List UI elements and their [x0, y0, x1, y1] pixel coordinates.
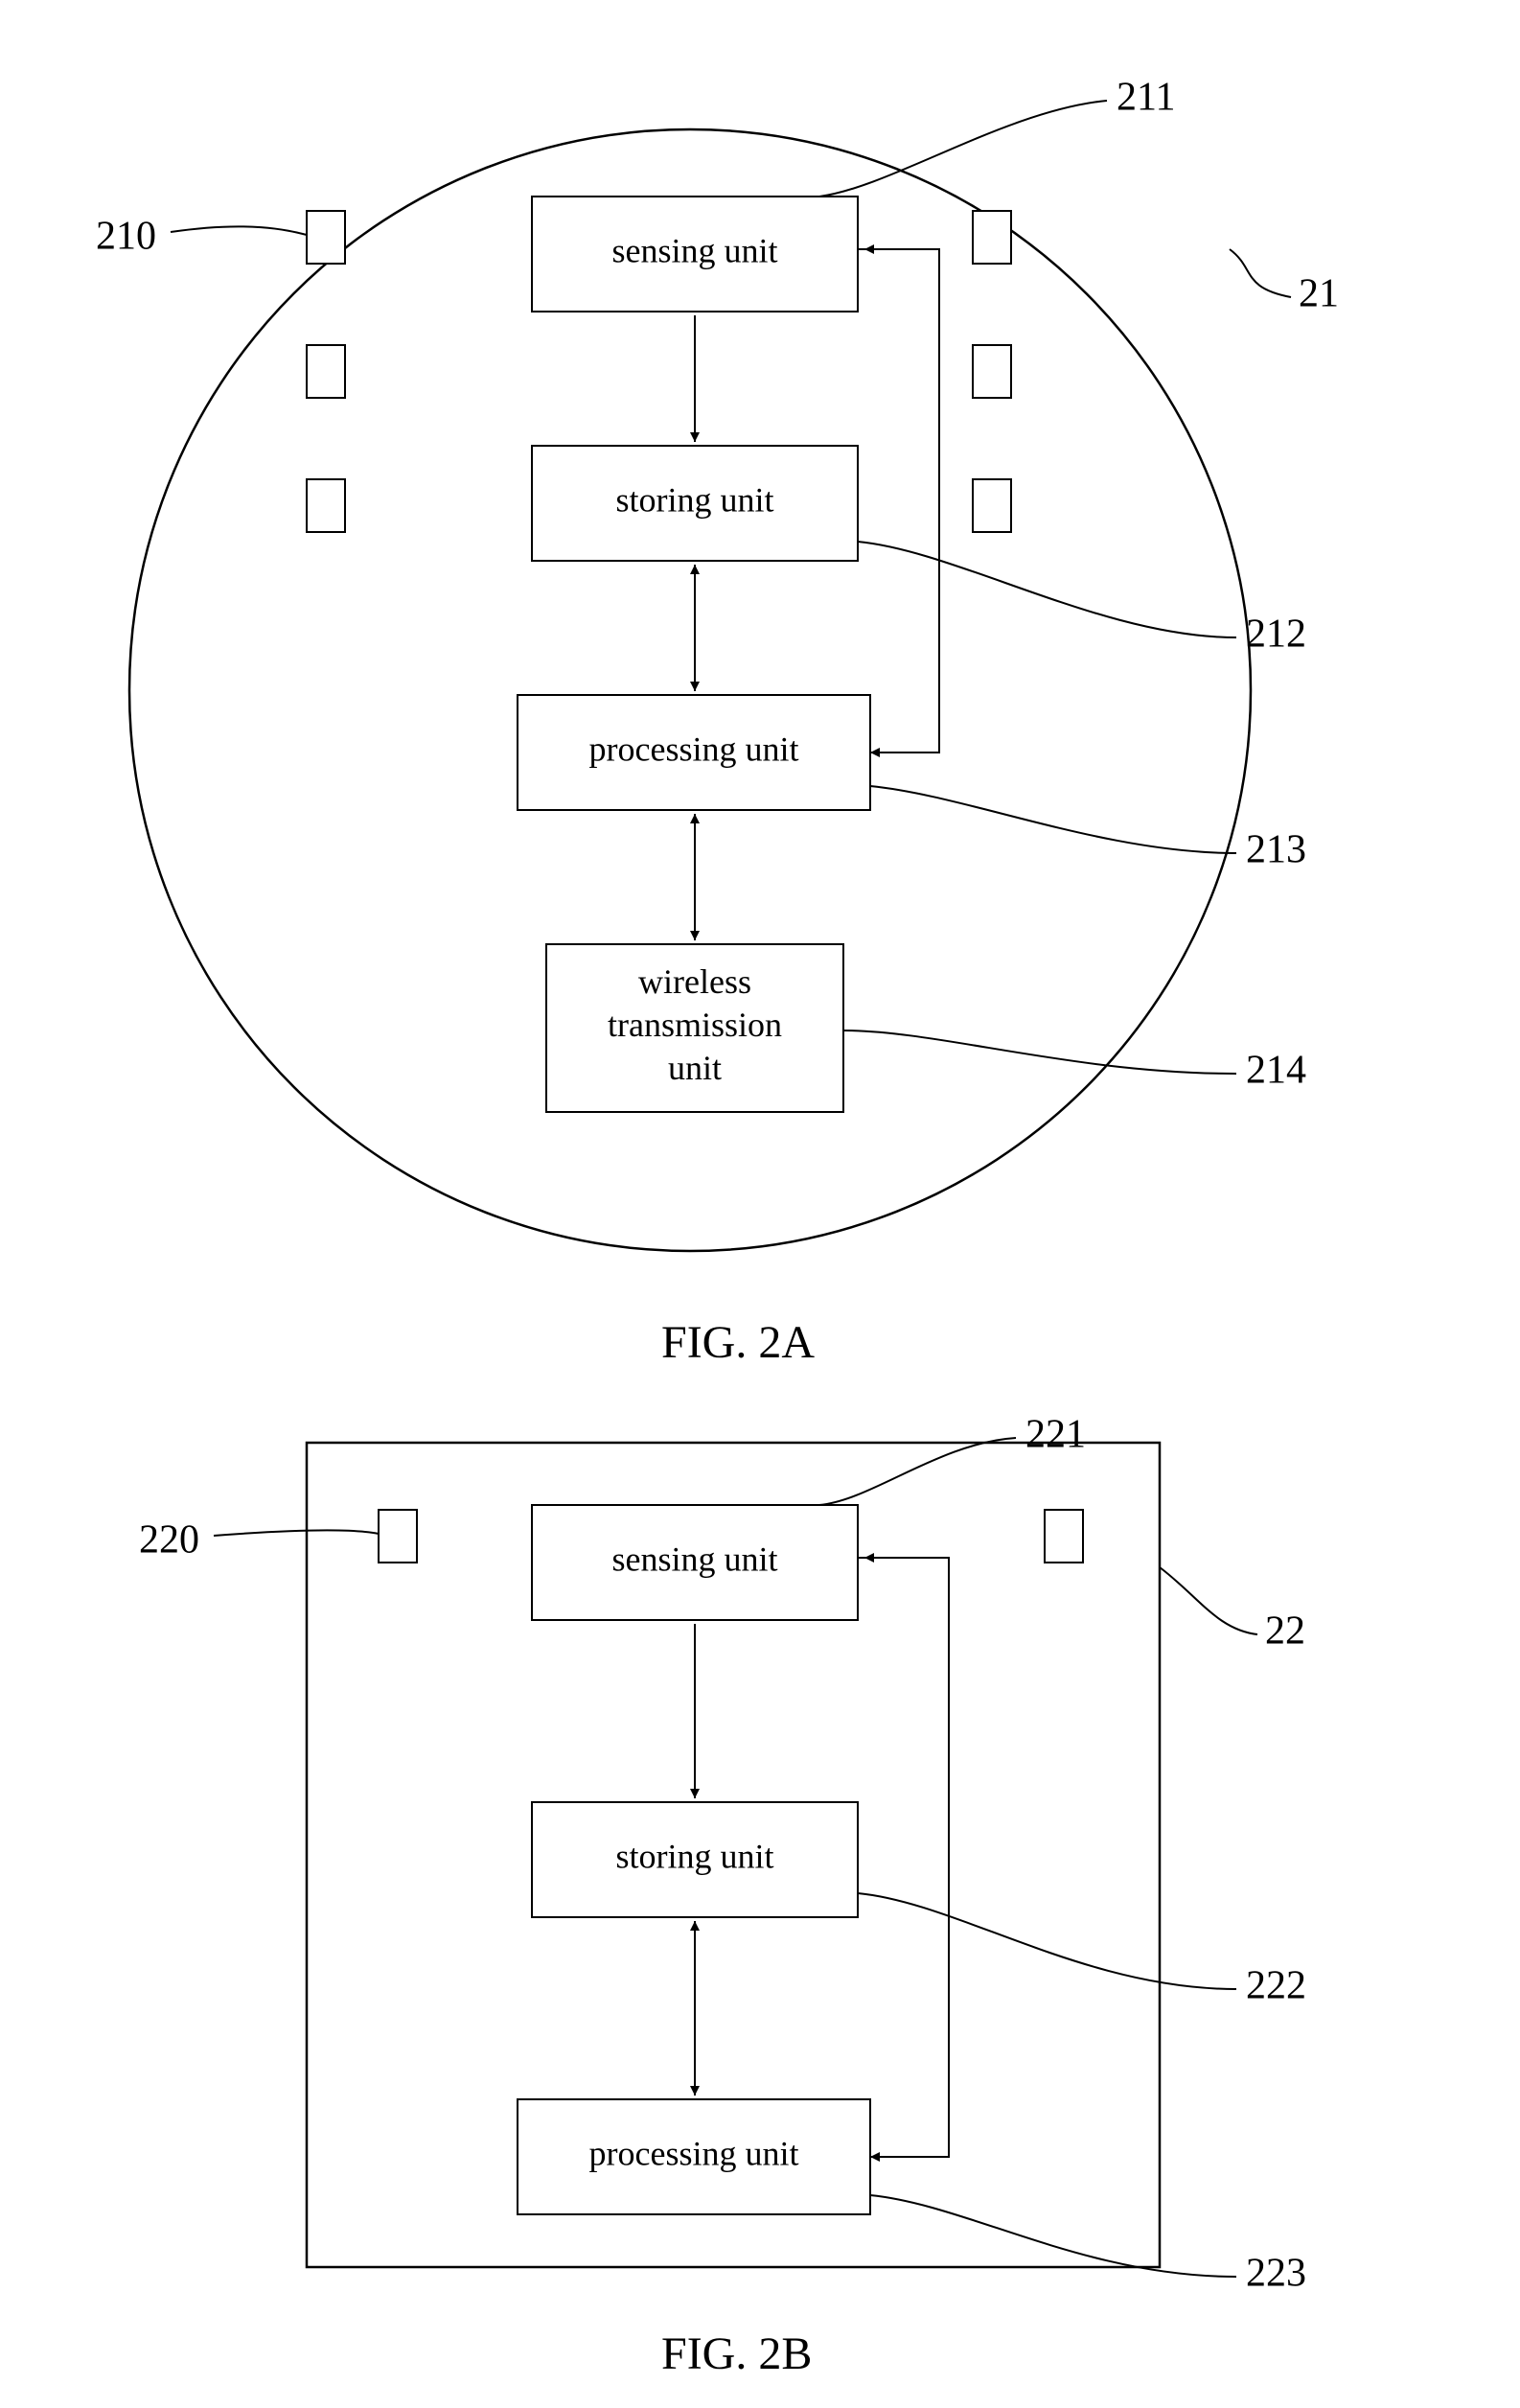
- label-21: 21: [1299, 272, 1339, 316]
- label-220: 220: [139, 1518, 199, 1563]
- leader-213: [870, 786, 1236, 853]
- label-223: 223: [1246, 2252, 1306, 2296]
- fig2a-wireless-unit-label: unit: [668, 1049, 722, 1087]
- leader-214: [843, 1030, 1236, 1074]
- fig2a-wireless-unit-label: wireless: [638, 962, 751, 1001]
- fig2a-led-right-0: [973, 211, 1011, 264]
- fig2b-sensing-unit-label: sensing unit: [611, 1540, 777, 1578]
- fig2a-processing-unit-label: processing unit: [589, 729, 799, 768]
- leader-210: [171, 226, 307, 235]
- fig2a-caption: FIG. 2A: [661, 1317, 815, 1368]
- fig2b-processing-unit-label: processing unit: [589, 2134, 799, 2172]
- fig2a-sensing-unit-label: sensing unit: [611, 231, 777, 269]
- label-213: 213: [1246, 828, 1306, 872]
- fig2a-led-left-2: [307, 479, 345, 532]
- fig2a-wireless-unit-label: transmission: [608, 1006, 782, 1044]
- fig2b-led-right-0: [1045, 1510, 1083, 1563]
- leader-222: [858, 1893, 1236, 1989]
- leader-211: [819, 101, 1107, 197]
- label-22: 22: [1265, 1609, 1305, 1654]
- label-211: 211: [1117, 76, 1175, 120]
- fig2a-led-right-2: [973, 479, 1011, 532]
- fig2a-led-left-1: [307, 345, 345, 398]
- fig2b-storing-unit-label: storing unit: [615, 1837, 773, 1875]
- label-214: 214: [1246, 1049, 1306, 1093]
- fig2a-led-left-0: [307, 211, 345, 264]
- fig2a-storing-unit-label: storing unit: [615, 480, 773, 519]
- leader-22: [1160, 1567, 1257, 1634]
- label-221: 221: [1025, 1413, 1086, 1457]
- fig2a-led-right-1: [973, 345, 1011, 398]
- label-222: 222: [1246, 1964, 1306, 2008]
- fig2b-caption: FIG. 2B: [661, 2328, 812, 2379]
- fig2b-led-left-0: [379, 1510, 417, 1563]
- leader-221: [819, 1438, 1016, 1505]
- leader-212: [858, 542, 1236, 637]
- fig2a-feedback-arrow: [858, 249, 939, 752]
- label-210: 210: [96, 215, 156, 259]
- leader-223: [870, 2195, 1236, 2277]
- leader-21: [1230, 249, 1291, 297]
- leader-220: [214, 1530, 379, 1536]
- fig2b-feedback-arrow: [858, 1558, 949, 2157]
- label-212: 212: [1246, 613, 1306, 657]
